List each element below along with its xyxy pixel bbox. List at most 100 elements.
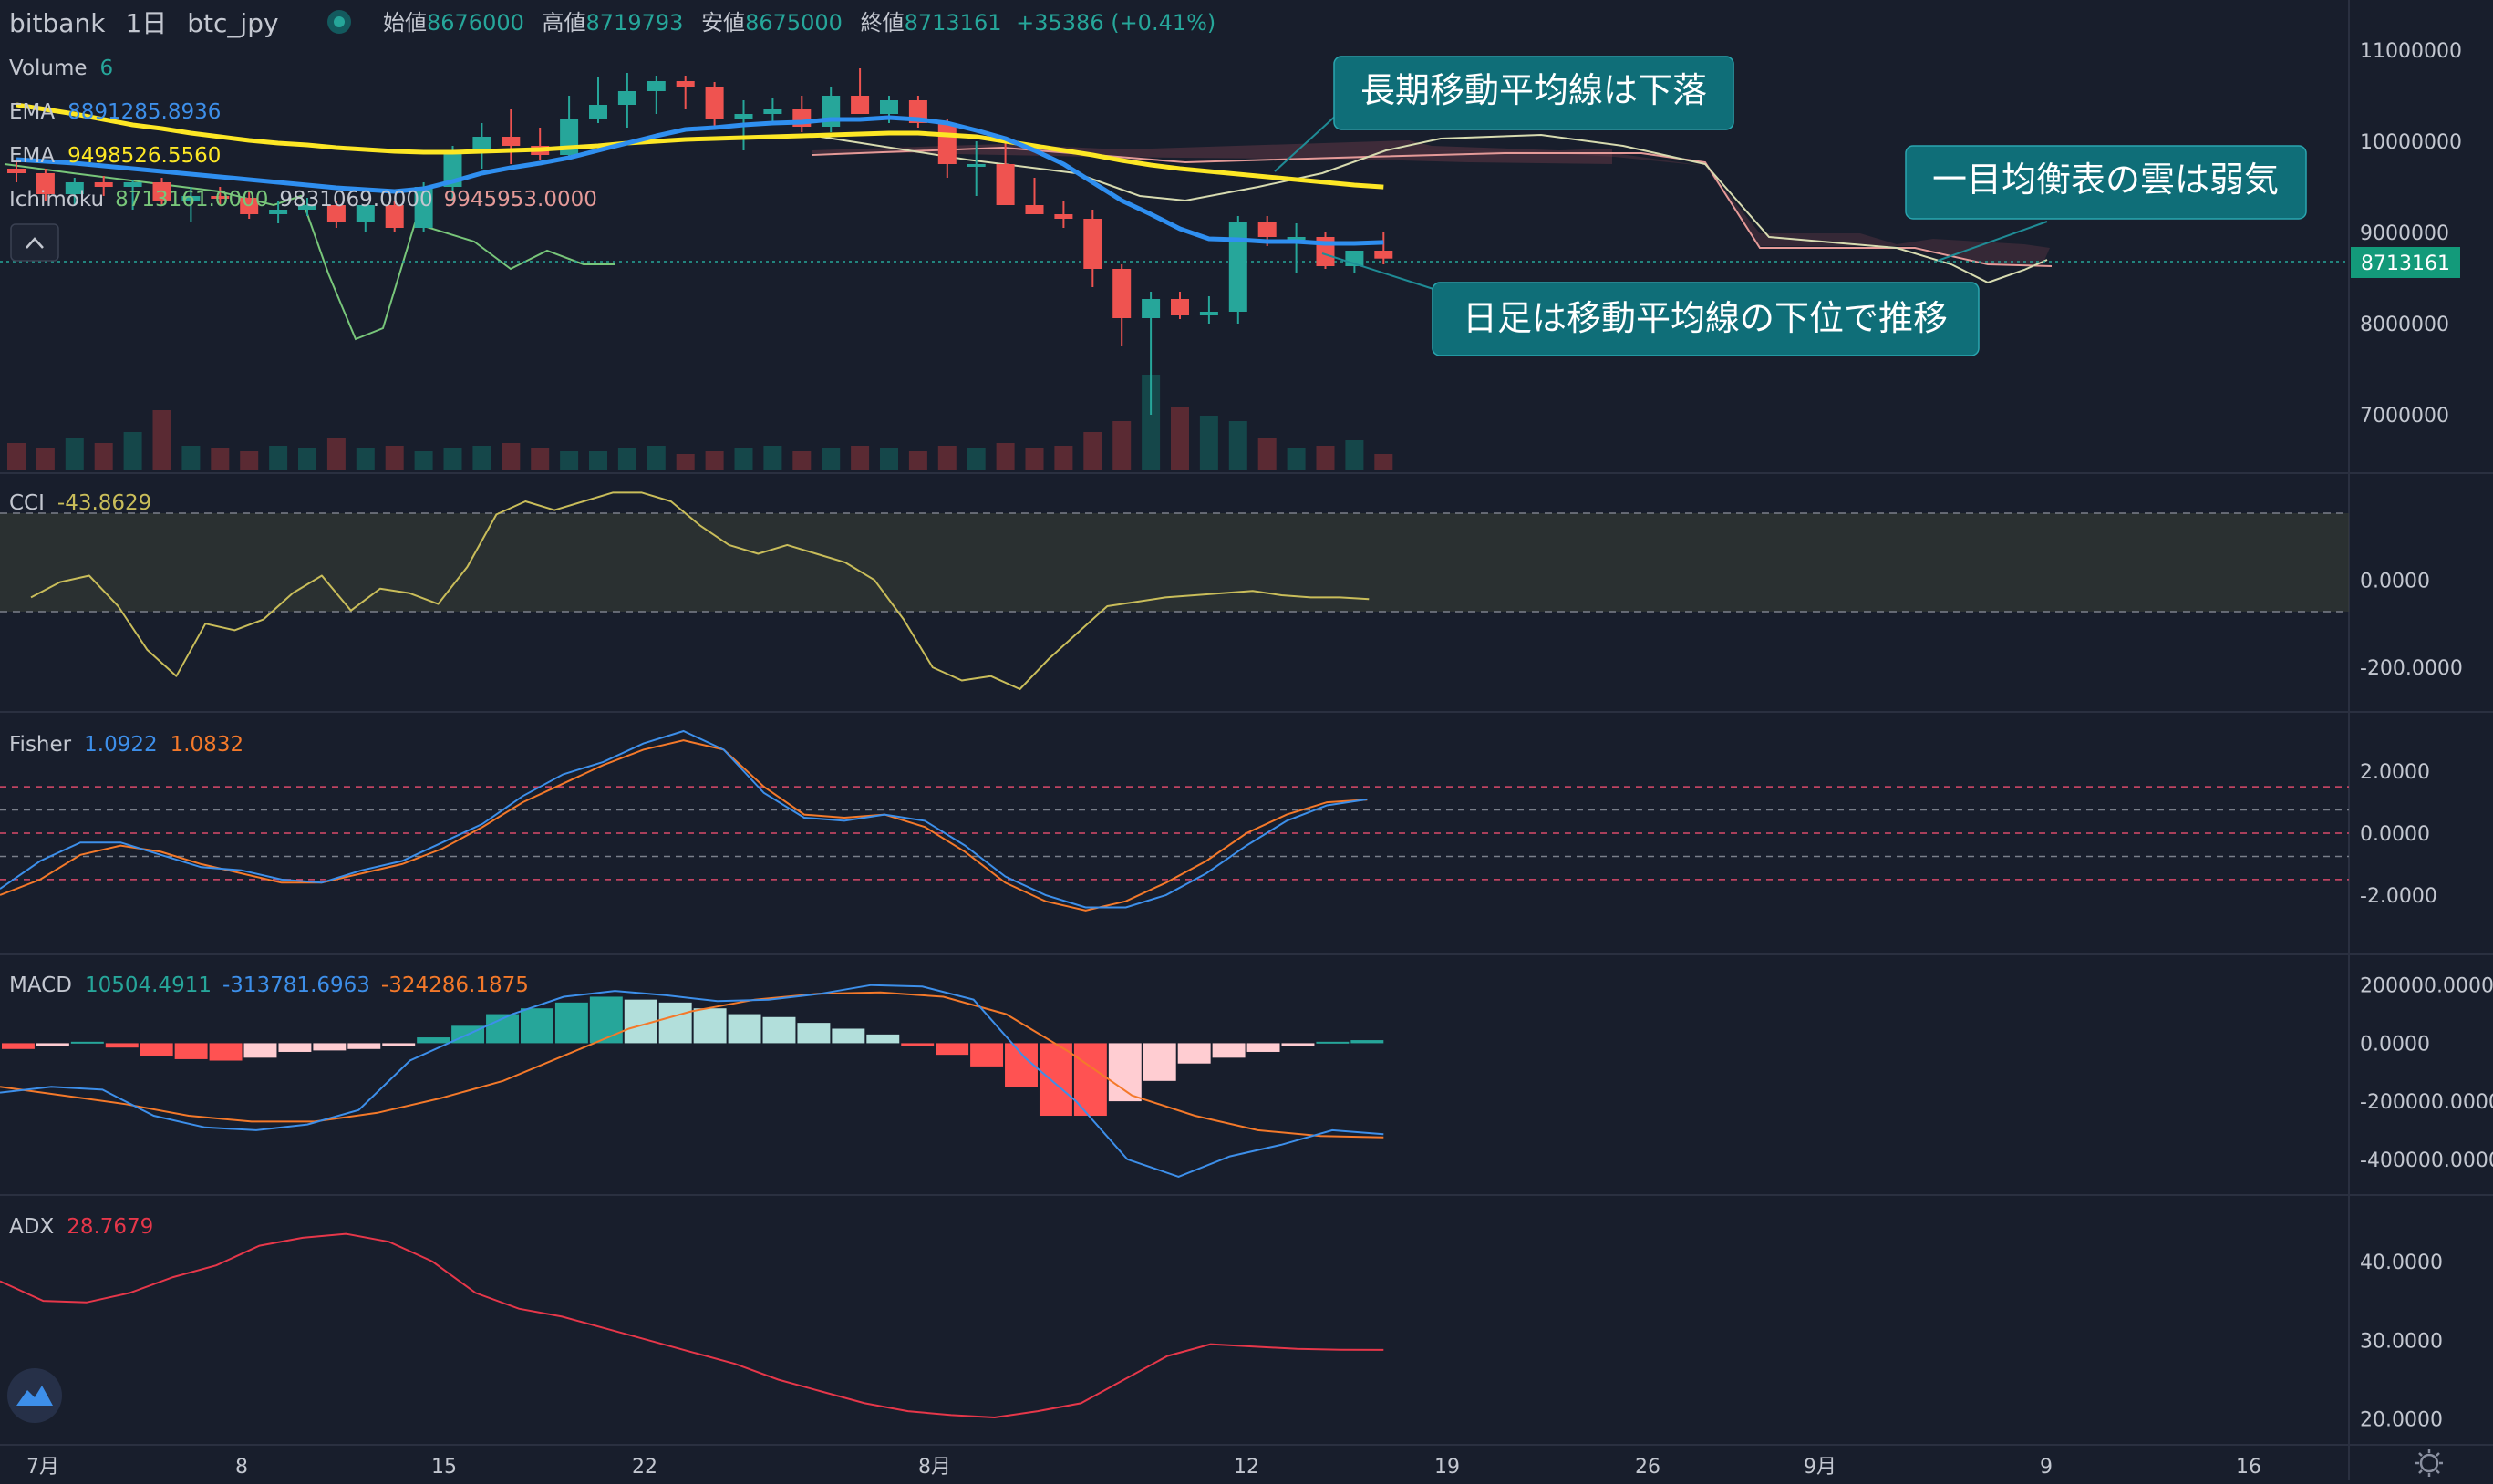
ema-fast-line [16, 115, 1384, 246]
volume-bar [1171, 407, 1189, 470]
volume-bar [1199, 416, 1218, 470]
candle-body [1257, 222, 1277, 237]
volume-bar [385, 446, 404, 470]
macd-legend[interactable]: MACD 10504.4911 -313781.6963 -324286.1875 [9, 974, 529, 997]
candle-body [211, 196, 230, 199]
macd-histogram-bar [1350, 1040, 1384, 1044]
ichimoku-senkou-a-line [820, 133, 2048, 284]
volume-bar [36, 448, 55, 470]
volume-bar [589, 451, 607, 470]
candle-body [1171, 299, 1189, 315]
candle-body [65, 182, 84, 194]
volume-bar [617, 448, 636, 470]
macd-histogram-bar [866, 1034, 900, 1044]
candle-body [967, 164, 986, 167]
candle-body [617, 91, 636, 105]
exchange-name: bitbank 1日 btc_jpy [9, 8, 279, 38]
fisher-legend[interactable]: Fisher 1.0922 1.0832 [9, 733, 243, 757]
volume-bar [1287, 448, 1306, 470]
annotation-daily-below-ma[interactable]: 日足は移動平均線の下位で推移 [1432, 282, 1980, 356]
volume-bar [7, 443, 26, 470]
ichimoku-cloud [812, 140, 1612, 164]
tradingview-logo[interactable] [7, 1368, 62, 1423]
ema-lines [16, 102, 1384, 246]
current-price-badge: 8713161 [2351, 247, 2460, 278]
volume-legend[interactable]: Volume 6 [9, 57, 113, 80]
macd-histogram-bar [105, 1043, 139, 1048]
candle-body [356, 205, 375, 222]
volume-bar [1228, 421, 1247, 470]
volume-bar [94, 443, 113, 470]
candle-body [123, 182, 142, 187]
macd-histogram-bar [209, 1043, 243, 1061]
annotation-cloud-bearish[interactable]: 一目均衡表の雲は弱気 [1905, 145, 2307, 220]
candle-body [7, 169, 26, 173]
macd-histogram-bar [797, 1023, 831, 1044]
adx-axis-tick: 30.0000 [2360, 1330, 2443, 1353]
macd-histogram-bar [1212, 1043, 1246, 1058]
cci-line [30, 491, 1370, 690]
collapse-legend-button[interactable] [10, 223, 59, 262]
ema-slow-legend[interactable]: EMA 9498526.5560 [9, 144, 221, 168]
candle-body [676, 81, 695, 87]
volume-bar [792, 451, 812, 470]
candle-body [472, 137, 491, 152]
adx-axis-tick: 40.0000 [2360, 1252, 2443, 1274]
candle-body [734, 114, 753, 119]
macd-histogram-bar [278, 1043, 312, 1052]
volume-bar [414, 451, 433, 470]
candle-body [385, 205, 404, 228]
macd-histogram-bar [174, 1043, 208, 1059]
volume-bar [326, 438, 346, 470]
fisher-axis-tick: -2.0000 [2360, 885, 2437, 908]
annotation-box [1432, 282, 1980, 356]
candle-body [880, 100, 898, 114]
macd-histogram-bar [36, 1043, 69, 1046]
macd-histogram-bar [554, 1002, 588, 1044]
candle-body [1199, 312, 1218, 315]
time-axis-tick: 9 [2040, 1456, 2053, 1479]
volume-bar [65, 438, 84, 470]
candle-body [1112, 269, 1132, 318]
volume-bar [676, 454, 695, 470]
macd-histogram-bar [658, 1002, 692, 1044]
macd-histogram-bar [382, 1043, 416, 1046]
fisher-lines [0, 729, 1368, 912]
candle-body [705, 87, 724, 119]
macd-histogram-bar [1073, 1043, 1107, 1117]
macd-histogram-bar [1281, 1043, 1315, 1046]
annotation-text: 日足は移動平均線の下位で推移 [1463, 298, 1948, 338]
candle-body [1142, 299, 1161, 318]
volume-bar [443, 448, 462, 470]
ichimoku-legend[interactable]: Ichimoku 8713161.0000 9831069.0000 9945953.… [9, 188, 597, 211]
candle-body [502, 137, 521, 146]
macd-histogram-bar [589, 996, 623, 1044]
adx-legend[interactable]: ADX 28.7679 [9, 1215, 153, 1239]
macd-axis-tick: -400000.0000 [2360, 1149, 2493, 1172]
adx-line [0, 1232, 1384, 1419]
macd-histogram-bar [1039, 1043, 1072, 1117]
market-status-dot [334, 16, 345, 27]
volume-bar [763, 446, 782, 470]
fisher-levels [0, 786, 2349, 881]
settings-gear-icon[interactable] [2415, 1449, 2443, 1477]
annotation-long-ma-falling[interactable]: 長期移動平均線は下落 [1333, 56, 1734, 130]
cci-legend[interactable]: CCI -43.8629 [9, 491, 151, 515]
candle-body [94, 182, 113, 187]
volume-bar [560, 451, 579, 470]
volume-bar [1025, 448, 1044, 470]
volume-bars [7, 375, 1393, 470]
cci-band [0, 513, 2349, 612]
time-axis-tick: 16 [2236, 1456, 2261, 1479]
time-axis-tick: 15 [431, 1456, 457, 1479]
candle-body [240, 198, 259, 214]
volume-bar [967, 448, 986, 470]
ema-fast-legend[interactable]: EMA 8891285.8936 [9, 100, 221, 124]
price-axis-tick: 11000000 [2360, 40, 2462, 63]
volume-bar [908, 451, 927, 470]
volume-bar [211, 448, 230, 470]
macd-histogram-bar [936, 1043, 969, 1056]
candle-body [937, 123, 957, 164]
